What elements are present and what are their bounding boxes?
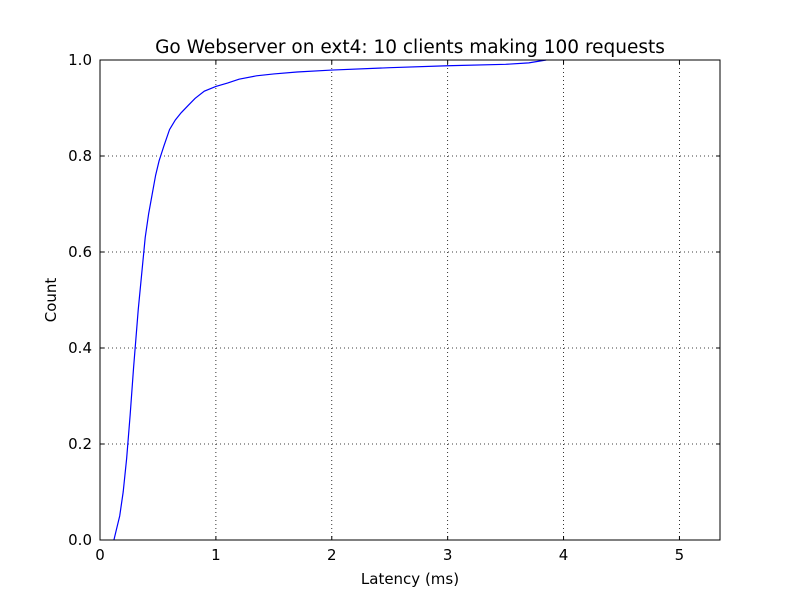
y-tick-label: 0.8 bbox=[68, 147, 92, 165]
cdf-series-line bbox=[113, 59, 547, 541]
y-tick-label: 0.0 bbox=[68, 531, 92, 549]
y-tick-label: 0.4 bbox=[68, 339, 92, 357]
x-tick-label: 3 bbox=[443, 546, 453, 564]
chart-title: Go Webserver on ext4: 10 clients making … bbox=[155, 37, 665, 58]
x-tick-label: 2 bbox=[327, 546, 337, 564]
x-tick-label: 1 bbox=[211, 546, 221, 564]
y-tick-label: 0.6 bbox=[68, 243, 92, 261]
y-tick-label: 1.0 bbox=[68, 51, 92, 69]
grid-lines bbox=[99, 59, 720, 541]
y-axis-label: Count bbox=[42, 278, 60, 323]
x-tick-label: 0 bbox=[95, 546, 105, 564]
x-tick-label: 4 bbox=[559, 546, 569, 564]
axis-ticks: 0 1 2 3 4 5 0.0 0.2 0.4 0.6 0.8 1.0 bbox=[68, 51, 720, 564]
plot-frame bbox=[99, 59, 721, 541]
x-axis-label: Latency (ms) bbox=[361, 570, 459, 588]
series-layer bbox=[113, 59, 547, 541]
y-tick-label: 0.2 bbox=[68, 435, 92, 453]
x-tick-label: 5 bbox=[675, 546, 685, 564]
